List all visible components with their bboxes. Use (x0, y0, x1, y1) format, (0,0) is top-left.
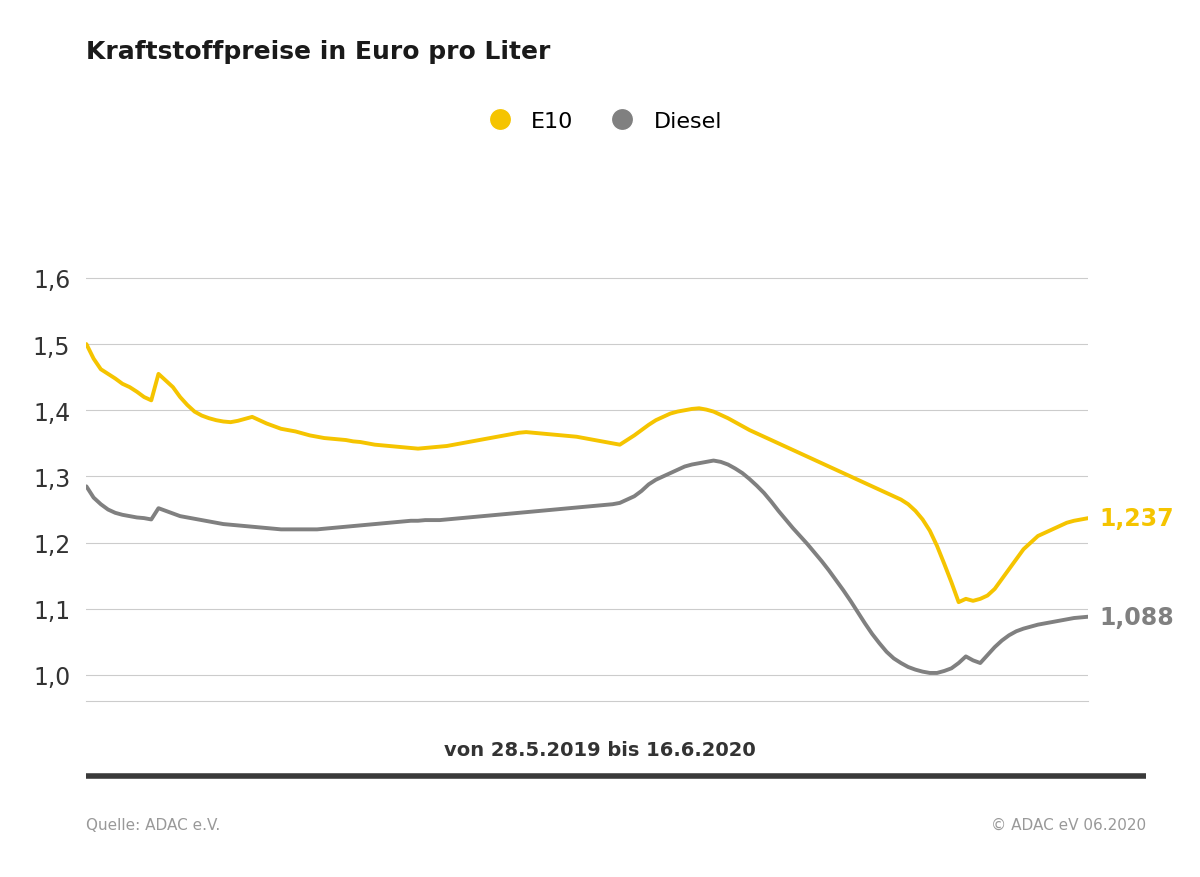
Text: von 28.5.2019 bis 16.6.2020: von 28.5.2019 bis 16.6.2020 (444, 740, 756, 759)
Text: Kraftstoffpreise in Euro pro Liter: Kraftstoffpreise in Euro pro Liter (86, 39, 551, 63)
Text: 1,237: 1,237 (1099, 507, 1174, 531)
Text: 1,088: 1,088 (1099, 605, 1175, 629)
Text: © ADAC eV 06.2020: © ADAC eV 06.2020 (991, 816, 1146, 832)
Legend: E10, Diesel: E10, Diesel (469, 103, 731, 141)
Text: Quelle: ADAC e.V.: Quelle: ADAC e.V. (86, 816, 221, 832)
